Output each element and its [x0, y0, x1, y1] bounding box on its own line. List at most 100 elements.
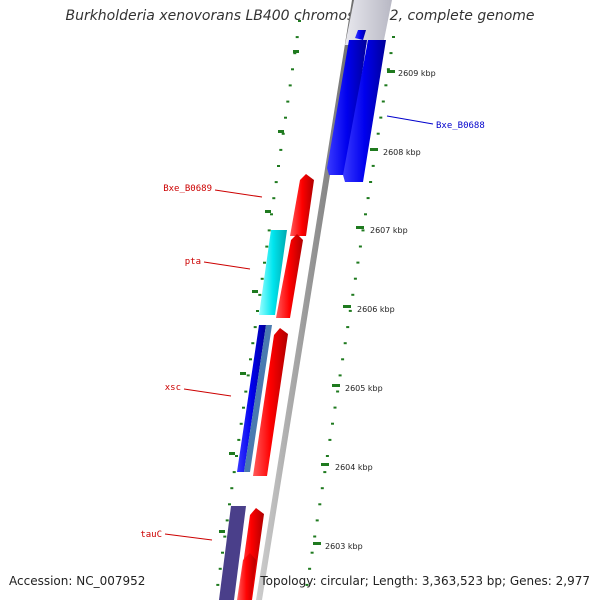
- minor-tick: [346, 326, 350, 329]
- minor-tick: [258, 293, 262, 296]
- minor-tick: [371, 164, 375, 167]
- minor-tick: [366, 197, 370, 200]
- inner-major-ticks: [219, 50, 299, 533]
- minor-tick: [223, 535, 227, 538]
- minor-tick: [336, 390, 340, 393]
- minor-tick: [376, 132, 380, 135]
- minor-tick: [356, 261, 360, 264]
- tick-ring-inner: [216, 20, 301, 586]
- cds-tauC-purple: [219, 506, 246, 600]
- tick-label-2606: 2606 kbp: [357, 305, 395, 314]
- tick-label-2605: 2605 kbp: [345, 384, 383, 393]
- cds-forward-ackA: [276, 234, 303, 318]
- minor-tick: [225, 519, 229, 522]
- minor-tick: [323, 471, 327, 474]
- cds-pta: [259, 230, 287, 315]
- minor-tick: [239, 422, 243, 425]
- minor-tick: [379, 116, 383, 119]
- minor-tick: [277, 165, 280, 167]
- minor-tick: [221, 551, 224, 554]
- minor-tick: [230, 487, 234, 490]
- minor-tick: [237, 438, 241, 441]
- tick-label-2609: 2609 kbp: [398, 69, 436, 78]
- minor-tick: [246, 374, 250, 377]
- minor-tick: [295, 36, 299, 39]
- leader-bxe-b0689: [214, 189, 263, 198]
- minor-tick: [274, 181, 278, 184]
- minor-tick: [353, 277, 357, 280]
- minor-tick: [343, 342, 347, 345]
- tick-label-2603: 2603 kbp: [325, 542, 363, 551]
- minor-tick: [348, 309, 352, 312]
- minor-tick: [320, 487, 324, 490]
- minor-tick: [386, 68, 390, 71]
- minor-tick: [293, 52, 297, 55]
- minor-tick: [286, 100, 290, 103]
- minor-tick: [310, 551, 314, 554]
- minor-tick: [291, 68, 294, 71]
- minor-tick: [253, 326, 257, 329]
- minor-tick: [284, 116, 287, 119]
- minor-tick: [384, 84, 388, 87]
- leader-xsc: [183, 388, 232, 397]
- minor-tick: [263, 261, 266, 264]
- tick-label-2607: 2607 kbp: [370, 226, 408, 235]
- kbp-ticks: [313, 70, 395, 545]
- minor-tick: [328, 438, 332, 441]
- minor-tick: [281, 132, 285, 135]
- tick-label-2604: 2604 kbp: [335, 463, 373, 472]
- minor-tick: [251, 342, 255, 345]
- cds-xsc-steelblue: [244, 325, 272, 472]
- cds-reverse-xsc: [237, 325, 266, 472]
- minor-tick: [265, 245, 269, 248]
- genome-summary: Topology: circular; Length: 3,363,523 bp…: [260, 574, 590, 588]
- minor-tick: [228, 503, 231, 506]
- minor-tick: [260, 277, 264, 280]
- minor-tick: [364, 213, 367, 216]
- minor-tick: [338, 374, 342, 377]
- tick-label-2608: 2608 kbp: [383, 148, 421, 157]
- gene-label-bxe-b0688: Bxe_B0688: [436, 121, 485, 131]
- minor-tick: [235, 455, 238, 457]
- cds-reverse-bxe-b0688: [343, 40, 386, 182]
- leader-pta: [203, 261, 251, 270]
- minor-tick: [392, 36, 395, 38]
- minor-tick: [389, 52, 393, 55]
- cds-reverse-top: [355, 30, 366, 40]
- minor-tick: [244, 390, 248, 393]
- minor-tick: [267, 229, 271, 232]
- minor-tick: [308, 567, 312, 570]
- minor-tick: [341, 358, 345, 361]
- minor-tick: [361, 229, 365, 232]
- minor-tick: [333, 406, 337, 409]
- minor-tick: [318, 503, 322, 506]
- gene-label-pta: pta: [185, 257, 201, 267]
- minor-tick: [315, 519, 319, 522]
- minor-tick: [232, 471, 236, 474]
- minor-tick: [381, 100, 385, 103]
- map-title: Burkholderia xenovorans LB400 chromosome…: [65, 8, 535, 24]
- minor-tick: [313, 535, 317, 538]
- minor-tick: [279, 148, 283, 151]
- gene-label-xsc: xsc: [165, 383, 181, 393]
- minor-tick: [288, 84, 292, 87]
- minor-tick: [270, 213, 273, 216]
- gene-label-tauC: tauC: [140, 530, 162, 540]
- minor-tick: [218, 567, 222, 570]
- minor-tick: [351, 293, 355, 296]
- minor-tick: [369, 181, 373, 183]
- minor-tick: [325, 455, 329, 457]
- minor-tick: [331, 422, 334, 425]
- minor-tick: [358, 245, 362, 248]
- cds-forward-bxe-b0689: [290, 174, 314, 236]
- minor-tick: [298, 20, 301, 22]
- tick-ring-outer: [305, 36, 395, 586]
- minor-tick: [242, 406, 245, 409]
- leader-bxe-b0688: [386, 115, 434, 125]
- minor-tick: [256, 310, 259, 312]
- minor-tick: [249, 358, 252, 361]
- minor-tick: [216, 583, 220, 586]
- minor-tick: [305, 583, 309, 586]
- accession-label: Accession: NC_007952: [9, 574, 146, 588]
